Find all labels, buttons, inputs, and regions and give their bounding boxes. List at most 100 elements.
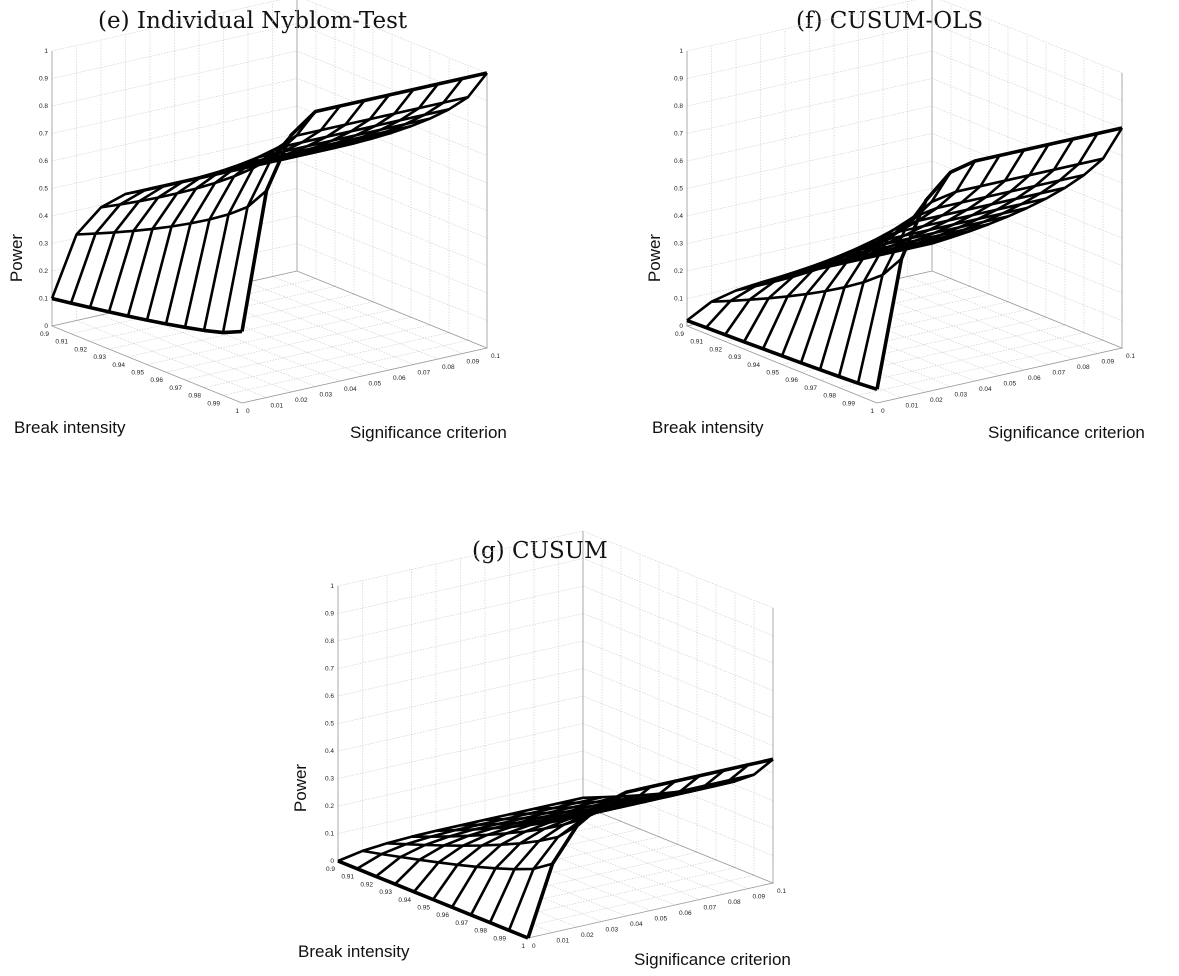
surface-patch	[228, 157, 272, 215]
surface-patch	[997, 193, 1041, 210]
surface-col-line	[411, 803, 603, 839]
surface-patch	[956, 155, 1000, 192]
surface-plot: 00.10.20.30.40.50.60.70.80.9110.990.980.…	[7, 0, 507, 442]
surface-col-line	[296, 72, 489, 157]
grid-line	[337, 750, 584, 807]
grid-line	[686, 78, 933, 134]
grid-line	[306, 0, 488, 74]
y-tick-label: 0.03	[320, 392, 333, 399]
surface-patch	[158, 176, 202, 198]
surface-patch	[387, 836, 431, 845]
surface-patch	[101, 190, 145, 208]
surface-patch	[326, 119, 370, 137]
surface-patch	[986, 175, 1030, 197]
surface-patch	[514, 837, 558, 870]
surface-patch	[120, 186, 164, 205]
surface-patch	[90, 230, 134, 312]
x-tick-label: 0.94	[112, 362, 125, 369]
surface-patch	[1040, 175, 1084, 194]
surface-patch	[185, 214, 229, 331]
grid-line	[558, 811, 749, 889]
surface-patch	[931, 161, 975, 202]
x-tick-label: 0.95	[766, 370, 779, 377]
z-tick-label: 0.9	[325, 611, 334, 618]
surface-patch	[961, 180, 1005, 203]
surface-patch	[152, 188, 196, 229]
surface-patch	[395, 859, 439, 892]
y-tick-label: 0.05	[655, 916, 668, 923]
surface-patch	[443, 73, 487, 103]
surface-patch	[687, 300, 731, 328]
z-tick-label: 0.6	[674, 158, 683, 165]
surface-patch	[425, 835, 469, 846]
surface-patch	[438, 845, 482, 865]
x-tick-label: 0.97	[169, 385, 182, 392]
grid-line	[582, 723, 774, 801]
z-tick-label: 1	[330, 583, 334, 590]
y-tick-label: 0.04	[344, 386, 357, 393]
surface-patch	[1021, 187, 1065, 205]
surface-col-line	[809, 154, 1001, 273]
surface-col-line	[76, 189, 268, 236]
z-tick-label: 0.1	[674, 296, 683, 303]
surface-patch	[381, 844, 425, 857]
grid-line	[882, 281, 1074, 360]
surface-patch	[471, 868, 515, 923]
surface-patch	[801, 287, 845, 370]
surface-patch	[1054, 133, 1098, 170]
surface-patch	[501, 828, 545, 845]
surface-patch	[95, 201, 139, 234]
y-tick-label: 0.1	[491, 353, 500, 360]
z-tick-label: 0.8	[674, 103, 683, 110]
z-tick-label: 0.2	[39, 268, 48, 275]
chart-panel-g: (g) CUSUM 0 0.1 0.2 0.3 0.4 0.5 0.6 0.7 0.8 0.9 1 1…	[284, 530, 844, 976]
x-tick-label: 0.91	[341, 874, 354, 881]
grid-line	[582, 585, 774, 664]
surface-patch	[71, 232, 115, 308]
grid-line	[100, 314, 292, 393]
surface-col-line	[582, 758, 774, 800]
y-tick-label: 0.01	[557, 938, 570, 945]
chart-title: (f) CUSUM-OLS	[796, 8, 984, 34]
z-tick-label: 0.4	[674, 213, 683, 220]
surface-patch	[972, 198, 1016, 216]
surface-col-line	[907, 132, 1099, 251]
surface-patch	[457, 844, 501, 867]
x-tick-label: 0.94	[747, 362, 760, 369]
surface-patch	[705, 764, 749, 786]
grid-line	[247, 281, 439, 360]
surface-patch	[1010, 169, 1054, 192]
surface-col-line	[362, 849, 553, 871]
y-tick-label: 0.06	[393, 375, 406, 382]
surface-patch	[52, 233, 96, 304]
x-tick-label: 1	[235, 408, 239, 415]
surface-mesh	[337, 757, 774, 940]
grid-line	[931, 50, 1123, 129]
y-tick-label: 0.08	[1077, 364, 1090, 371]
z-axis-label: Power	[7, 234, 26, 283]
surface-plot: 00.10.20.30.40.50.60.70.80.9110.990.980.…	[291, 530, 791, 969]
z-tick-label: 1	[679, 48, 683, 55]
surface-patch	[749, 276, 793, 300]
x-tick-label: 0.9	[675, 331, 684, 338]
z-tick-label: 0.2	[325, 803, 334, 810]
surface-patch	[414, 862, 458, 900]
x-axis-label: Break intensity	[14, 418, 126, 437]
chart-panel-f: (f) CUSUM-OLS 0 0.1 0.2 0.3 0.4 0.5 0.6 0.7 0.8 0…	[638, 0, 1179, 460]
z-tick-label: 0.1	[39, 296, 48, 303]
surface-row-line	[526, 757, 774, 939]
z-axis-label: Power	[291, 764, 310, 813]
y-tick-label: 0.03	[606, 927, 619, 934]
x-tick-label: 0.92	[360, 881, 373, 888]
grid-line	[931, 243, 1123, 321]
surface-patch	[980, 150, 1024, 187]
grid-line	[582, 750, 774, 829]
grid-line	[296, 215, 488, 294]
x-tick-label: 0.99	[207, 400, 220, 407]
surface-patch	[782, 291, 826, 363]
surface-patch	[656, 775, 700, 797]
surface-patch	[482, 831, 526, 846]
surface-patch	[1035, 164, 1079, 186]
y-tick-label: 0.08	[728, 899, 741, 906]
grid-line	[582, 613, 774, 691]
